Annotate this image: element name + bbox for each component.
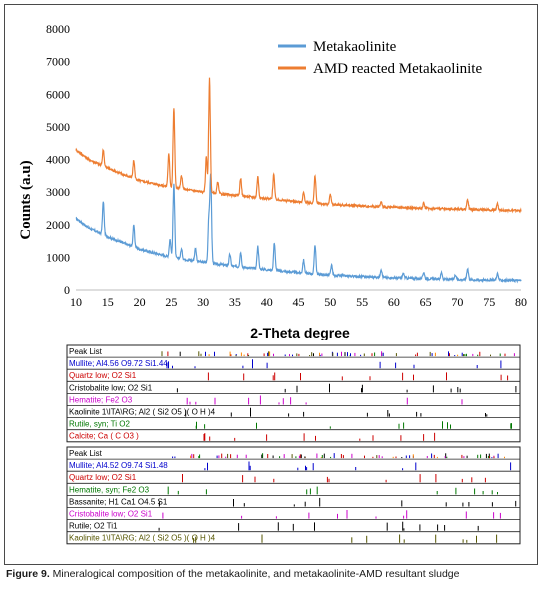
x-tick-label: 75: [483, 295, 495, 309]
y-tick-label: 4000: [46, 153, 70, 167]
x-tick-labels: 10 15 20 25 30 35 40 45 50 55 60 65 70 75 80: [70, 295, 527, 309]
x-tick-label: 10: [70, 295, 82, 309]
series-line-amd-reacted: [75, 77, 522, 214]
x-tick-label: 70: [451, 295, 463, 309]
y-tick-label: 2000: [46, 218, 70, 232]
peak-row-label: Bassanite; H1 Ca1 O4.5 S1: [69, 497, 168, 506]
x-tick-label: 60: [388, 295, 400, 309]
peak-row-label: Cristobalite low; O2 Si1: [69, 383, 153, 392]
y-axis-label: Counts (a.u): [18, 160, 34, 239]
y-tick-labels: 0 1000 2000 3000 4000 5000 6000 7000 8000: [46, 22, 70, 297]
series-line-metakaolinite: [75, 173, 522, 284]
x-axis-label: 2-Theta degree: [250, 325, 350, 340]
peak-row-label: Peak List: [69, 449, 103, 458]
peak-row-label: Calcite; Ca ( C O3 ): [69, 432, 139, 441]
peak-row-label: Mullite; Al4.56 O9.72 Si1.44: [69, 359, 168, 368]
y-tick-label: 3000: [46, 185, 70, 199]
peak-row-label: Quartz low; O2 Si1: [69, 371, 137, 380]
peak-row-label: Mullite; Al4.52 O9.74 Si1.48: [69, 461, 168, 470]
y-tick-label: 0: [64, 283, 70, 297]
peak-row-label: Rutile; O2 Ti1: [69, 522, 118, 531]
peak-row-label: Peak List: [69, 347, 103, 356]
x-tick-label: 15: [102, 295, 114, 309]
x-tick-label: 25: [165, 295, 177, 309]
series-lines: [75, 77, 522, 284]
x-tick-label: 45: [293, 295, 305, 309]
peak-row-label: Kaolinite 1\ITA\RG; Al2 ( Si2 O5 )( O H …: [69, 408, 216, 417]
x-tick-label: 20: [134, 295, 146, 309]
x-tick-label: 40: [261, 295, 273, 309]
x-tick-label: 30: [197, 295, 209, 309]
y-tick-label: 8000: [46, 22, 70, 36]
peak-row-label: Rutile, syn; Ti O2: [69, 420, 130, 429]
legend: Metakaolinite AMD reacted Metakaolinite: [278, 39, 482, 77]
y-tick-label: 6000: [46, 87, 70, 101]
caption-text: Mineralogical composition of the metakao…: [49, 568, 460, 580]
y-tick-label: 5000: [46, 120, 70, 134]
peak-row-label: Hematite, syn; Fe2 O3: [69, 485, 150, 494]
x-tick-label: 35: [229, 295, 241, 309]
x-tick-label: 65: [420, 295, 432, 309]
xrd-line-chart: 0 1000 2000 3000 4000 5000 6000 7000 8000 10 15 20…: [18, 22, 527, 340]
peak-row-label: Cristobalite low; O2 Si1: [69, 510, 153, 519]
figure-caption: Figure 9. Mineralogical composition of t…: [6, 568, 536, 580]
peak-row-label: Hematite; Fe2 O3: [69, 395, 133, 404]
caption-label: Figure 9.: [6, 568, 50, 580]
x-tick-label: 55: [356, 295, 368, 309]
legend-label-amd-reacted: AMD reacted Metakaolinite: [313, 61, 482, 77]
x-tick-label: 80: [515, 295, 527, 309]
peak-row-label: Kaolinite 1\ITA\RG; Al2 ( Si2 O5 )( O H …: [69, 534, 216, 543]
x-tick-label: 50: [324, 295, 336, 309]
y-tick-label: 7000: [46, 55, 70, 69]
peak-row-label: Quartz low; O2 Si1: [69, 473, 137, 482]
legend-label-metakaolinite: Metakaolinite: [313, 39, 397, 55]
y-tick-label: 1000: [46, 250, 70, 264]
peak-list-panels: Peak List Mullite; Al4.56 O9.72 Si1.44 Qua…: [66, 344, 521, 545]
